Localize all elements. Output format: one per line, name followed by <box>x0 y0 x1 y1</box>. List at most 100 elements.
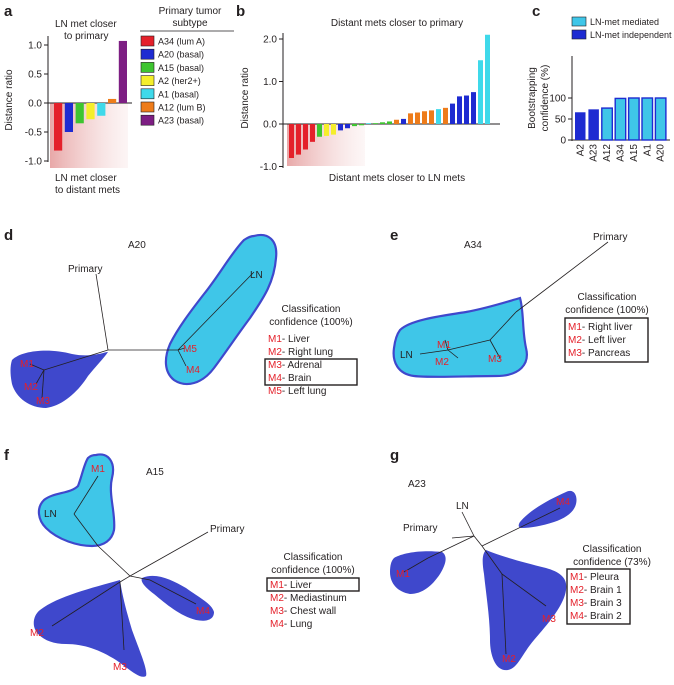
panel-a-ylabel: Distance ratio <box>4 69 15 131</box>
panel-b-bar-A15 <box>352 124 357 127</box>
tree-e-list-item: M2- Left liver <box>568 335 626 346</box>
tree-g-ln: LN <box>456 501 469 512</box>
tree-f-list-site: - Mediastinum <box>284 593 347 604</box>
tree-f-list-item: M3- Chest wall <box>270 606 336 617</box>
tree-e-list-site: - Pancreas <box>582 348 630 359</box>
panel-c: c LN-met mediated LN-met independent 100 5… <box>527 3 672 162</box>
tree-d-branches <box>29 271 255 399</box>
panel-c-category-label: A15 <box>629 144 640 162</box>
panel-c-category-label: A12 <box>602 144 613 162</box>
tree-e-list-met: M2 <box>568 335 582 346</box>
tree-f-list-met: M3 <box>270 606 284 617</box>
tree-e-list-item: M3- Pancreas <box>568 348 630 359</box>
tree-g-list-item: M3- Brain 3 <box>570 598 622 609</box>
panel-c-bar-A34 <box>614 97 627 141</box>
tree-e-box-title-2: confidence (100%) <box>565 305 648 316</box>
tree-e-title: A34 <box>464 240 482 251</box>
tree-d-box-title-2: confidence (100%) <box>269 317 352 328</box>
tree-f-m3: M3 <box>113 662 127 673</box>
panel-b-bar-A20 <box>345 124 350 129</box>
tree-d-m4: M4 <box>186 365 200 376</box>
tree-d-list-site: - Right lung <box>282 347 333 358</box>
panel-c-category-label: A23 <box>589 144 600 162</box>
panel-b-tick-label: 0.0 <box>263 120 277 131</box>
tree-e-branches <box>419 241 609 359</box>
panel-c-ylabel-1: Bootstrapping <box>527 67 538 129</box>
tree-f-box-title-1: Classification <box>284 552 343 563</box>
tree-g-list-item: M4- Brain 2 <box>570 611 622 622</box>
tree-f-m2: M2 <box>30 628 44 639</box>
panel-c-category-label: A34 <box>615 144 626 162</box>
panel-a-bar-A34 <box>54 103 63 151</box>
panel-c-bar-A15 <box>627 97 640 141</box>
legend-label-A2: A2 (her2+) <box>158 76 201 86</box>
panel-letter-d: d <box>4 227 13 244</box>
panel-a-bar-A15 <box>75 103 84 124</box>
panel-b-bars <box>289 34 490 158</box>
legend-title-1: Primary tumor <box>159 6 222 17</box>
tree-d-blob-left <box>10 350 108 408</box>
tree-f-list-met: M1 <box>270 580 284 591</box>
tree-d-list-site: - Liver <box>282 334 310 345</box>
panel-a-bar-A20 <box>64 103 73 132</box>
tree-g-title: A23 <box>408 479 426 490</box>
tree-d-ln: LN <box>250 270 263 281</box>
tree-d-m5: M5 <box>183 344 197 355</box>
panel-c-legend-label: LN-met independent <box>590 30 672 40</box>
panel-a-bars <box>54 40 127 151</box>
tree-g-list-met: M3 <box>570 598 584 609</box>
tree-f-box-title-2: confidence (100%) <box>271 565 354 576</box>
panel-a-bar-A12 <box>108 98 117 103</box>
tree-g-box-title-2: confidence (73%) <box>573 557 651 568</box>
tree-e-ln: LN <box>400 350 413 361</box>
tree-g-m3: M3 <box>542 614 556 625</box>
tree-d-list-met: M3 <box>268 360 282 371</box>
tree-g-m4: M4 <box>556 497 570 508</box>
panel-c-bar-A23 <box>588 109 599 140</box>
tree-d-primary: Primary <box>68 264 102 275</box>
panel-a: a 1.0 0.5 0.0 -0.5 -1.0 Distance ratio LN me… <box>4 3 234 196</box>
tree-e-list-met: M3 <box>568 348 582 359</box>
panel-c-ticks: 100 50 0 <box>549 94 572 147</box>
panel-a-tick-label: 0.5 <box>28 70 42 81</box>
panel-a-tick-label: 0.0 <box>28 99 42 110</box>
panel-b-bar-A15 <box>373 123 378 124</box>
panel-letter-b: b <box>236 3 245 20</box>
tree-f-list-item: M2- Mediastinum <box>270 593 347 604</box>
panel-a-bar-A23 <box>118 40 127 103</box>
tree-f-title: A15 <box>146 467 164 478</box>
legend-swatch-A2 <box>140 75 155 86</box>
panel-b-title: Distant mets closer to primary <box>331 18 463 29</box>
tree-g-list-met: M4 <box>570 611 584 622</box>
panel-b-tick-label: -1.0 <box>260 162 278 173</box>
tree-d-list-met: M5 <box>268 386 282 397</box>
tree-g-list-met: M2 <box>570 585 584 596</box>
panel-b-bar-A1 <box>366 123 371 124</box>
panel-d: d A20 Primary LN M1 M2 M3 M4 M5 Classifi… <box>4 227 358 408</box>
panel-a-annot-top-2: to primary <box>64 31 108 42</box>
tree-e-blob <box>392 296 528 378</box>
panel-b-bar-A12 <box>408 113 413 124</box>
tree-g-branches <box>403 507 561 655</box>
tree-f-ln: LN <box>44 509 57 520</box>
tree-d-list-site: - Left lung <box>282 386 326 397</box>
tree-e-list-item: M1- Right liver <box>568 322 633 333</box>
legend-swatch-A23 <box>140 114 155 126</box>
legend-label-A15: A15 (basal) <box>158 63 204 73</box>
tree-d-list-met: M1 <box>268 334 282 345</box>
panel-c-tick-label: 50 <box>555 115 567 126</box>
panel-b-tick-label: 2.0 <box>263 35 277 46</box>
panel-b-tick-label: 1.0 <box>263 77 277 88</box>
panel-b-bar-A2 <box>331 124 336 135</box>
tree-f-blob-top <box>37 453 116 548</box>
tree-f-primary: Primary <box>210 524 244 535</box>
tree-e-list-met: M1 <box>568 322 582 333</box>
panel-b-bar-A20 <box>464 95 469 124</box>
panel-b-bar-A20 <box>471 92 476 124</box>
tree-f-highlight-box <box>266 577 360 592</box>
panel-b-ticks: 2.0 1.0 0.0 -1.0 <box>260 35 283 173</box>
tree-d-m3: M3 <box>36 396 50 407</box>
panel-b-bar-A12 <box>443 107 448 124</box>
panel-letter-a: a <box>4 3 13 20</box>
panel-b-bar-A20 <box>457 96 462 124</box>
